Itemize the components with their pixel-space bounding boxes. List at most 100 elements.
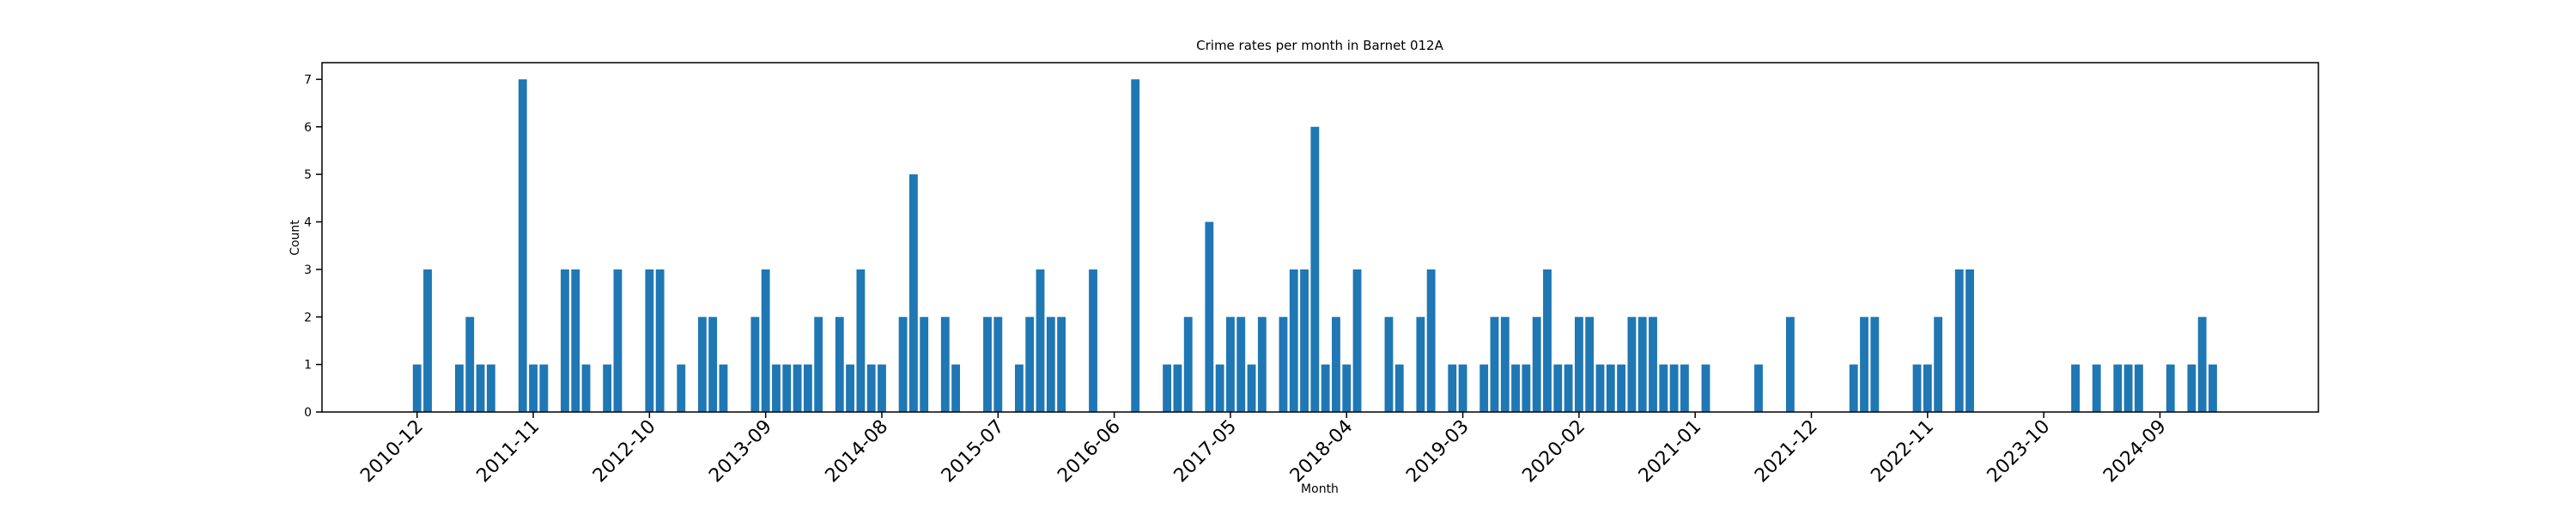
- bar: [697, 317, 707, 412]
- bar: [1965, 269, 1974, 412]
- bar: [1236, 317, 1246, 412]
- y-tick-label: 7: [304, 73, 312, 87]
- bar: [1342, 364, 1352, 412]
- bar: [645, 269, 654, 412]
- bar: [465, 317, 475, 412]
- bar: [1659, 364, 1668, 412]
- bar: [1131, 79, 1140, 412]
- bar: [1849, 364, 1858, 412]
- bar: [1321, 364, 1330, 412]
- bar: [1394, 364, 1404, 412]
- bar: [940, 317, 950, 412]
- bar: [983, 317, 992, 412]
- bar: [761, 269, 770, 412]
- x-axis-label: Month: [1301, 482, 1339, 496]
- chart-title: Crime rates per month in Barnet 012A: [1196, 38, 1443, 53]
- bar: [1574, 317, 1583, 412]
- bar: [1637, 317, 1647, 412]
- bar: [2113, 364, 2123, 412]
- bar: [1046, 317, 1055, 412]
- bar: [1384, 317, 1394, 412]
- bar: [2166, 364, 2175, 412]
- bar: [613, 269, 623, 412]
- bar: [719, 364, 728, 412]
- bar: [1173, 364, 1182, 412]
- bar: [1205, 221, 1214, 412]
- bar: [1934, 317, 1943, 412]
- bar: [1511, 364, 1520, 412]
- bar: [677, 364, 686, 412]
- bar: [561, 269, 569, 412]
- bar: [2187, 364, 2196, 412]
- bar: [1595, 364, 1605, 412]
- bar: [2123, 364, 2133, 412]
- bar: [1627, 317, 1637, 412]
- bar: [655, 269, 665, 412]
- bar: [2134, 364, 2143, 412]
- bar: [993, 317, 1003, 412]
- bar: [1923, 364, 1932, 412]
- bar: [1289, 269, 1298, 412]
- bar: [898, 317, 908, 412]
- x-tick-label: 2015-07: [938, 416, 1009, 488]
- x-tick-label: 2014-08: [822, 416, 893, 488]
- bar: [835, 317, 844, 412]
- x-tick-label: 2017-05: [1170, 416, 1242, 488]
- y-axis-label: Count: [289, 220, 302, 256]
- y-tick-label: 4: [304, 216, 312, 230]
- x-tick-label: 2019-03: [1402, 416, 1473, 488]
- bar: [1025, 317, 1035, 412]
- bar: [772, 364, 781, 412]
- bar: [920, 317, 929, 412]
- x-tick-label: 2022-11: [1867, 416, 1938, 488]
- bar: [1564, 364, 1573, 412]
- bar: [793, 364, 802, 412]
- x-tick-label: 2011-11: [473, 416, 544, 488]
- bar: [1522, 364, 1531, 412]
- x-tick-label: 2020-02: [1518, 416, 1589, 488]
- bar: [1479, 364, 1489, 412]
- x-tick-label: 2012-10: [589, 416, 660, 488]
- bar: [1954, 269, 1964, 412]
- bar: [1458, 364, 1467, 412]
- x-tick-label: 2024-09: [2099, 416, 2171, 488]
- x-tick-label: 2021-12: [1751, 416, 1822, 488]
- bar: [1310, 126, 1320, 412]
- y-tick-label: 2: [304, 311, 312, 324]
- x-tick-label: 2016-06: [1054, 416, 1125, 488]
- bar: [846, 364, 854, 412]
- bar: [1036, 269, 1045, 412]
- bar: [1701, 364, 1710, 412]
- bar: [1543, 269, 1552, 412]
- x-tick-label: 2013-09: [705, 416, 776, 488]
- bar: [1014, 364, 1024, 412]
- bar: [2197, 317, 2207, 412]
- bar: [1680, 364, 1689, 412]
- bar: [1860, 317, 1868, 412]
- x-tick-label: 2010-12: [356, 416, 428, 488]
- bar: [2071, 364, 2080, 412]
- bar: [1352, 269, 1362, 412]
- y-tick-label: 3: [304, 264, 312, 277]
- bar: [603, 364, 612, 412]
- y-tick-label: 1: [304, 359, 312, 373]
- bar: [455, 364, 464, 412]
- bar: [1226, 317, 1235, 412]
- bar: [908, 174, 918, 412]
- bar: [1532, 317, 1541, 412]
- y-tick-label: 5: [304, 168, 312, 182]
- bar: [1669, 364, 1679, 412]
- bar: [2092, 364, 2101, 412]
- bar: [951, 364, 961, 412]
- bar: [814, 317, 823, 412]
- bar: [1183, 317, 1193, 412]
- bar: [1870, 317, 1880, 412]
- bar: [1215, 364, 1224, 412]
- bar: [1257, 317, 1267, 412]
- bar: [1585, 317, 1595, 412]
- bar: [1426, 269, 1436, 412]
- y-tick-label: 0: [304, 406, 312, 420]
- bar: [1416, 317, 1425, 412]
- bar: [878, 364, 886, 412]
- bar: [1606, 364, 1615, 412]
